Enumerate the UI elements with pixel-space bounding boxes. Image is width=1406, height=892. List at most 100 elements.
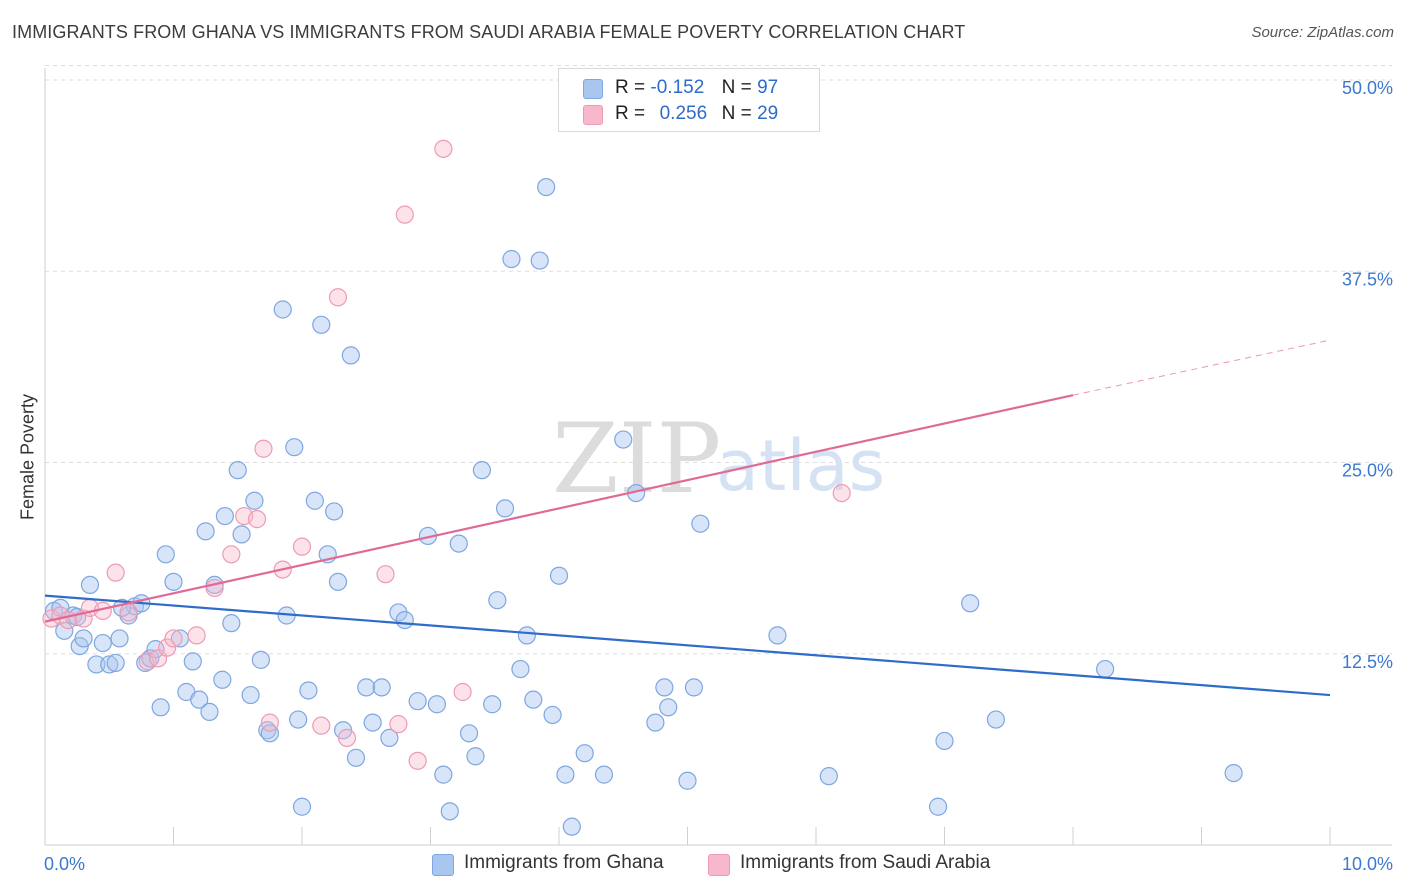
legend-n-label: N =	[721, 77, 752, 98]
saudi-point	[434, 139, 453, 158]
ghana-point	[495, 499, 515, 518]
legend-r-value: -0.152	[650, 77, 705, 98]
ghana-point	[93, 633, 112, 653]
saudi-point	[138, 652, 157, 671]
legend-text-ghana: R = -0.152 N = 97	[615, 77, 778, 99]
saudi-point	[328, 288, 348, 307]
ghana-point	[357, 678, 376, 697]
ghana-point	[363, 713, 382, 732]
ghana-point	[74, 629, 93, 648]
ghana-point	[961, 594, 980, 613]
ghana-point	[292, 797, 312, 816]
ghana-point	[372, 678, 391, 697]
ghana-point	[260, 724, 279, 743]
saudi-trend-extension	[1072, 339, 1331, 396]
ghana-point	[691, 514, 710, 533]
ghana-point	[213, 670, 232, 689]
watermark-zip: ZIP	[552, 403, 721, 515]
x-tick-label: 0.0%	[44, 854, 85, 874]
ghana-trend-line	[44, 594, 1331, 697]
ghana-point	[556, 765, 575, 784]
ghana-point	[768, 626, 787, 645]
saudi-point	[292, 537, 312, 556]
saudi-point	[337, 728, 357, 748]
ghana-point	[312, 315, 331, 334]
ghana-point	[440, 802, 459, 821]
ghana-point	[328, 572, 348, 591]
grid-layer	[45, 64, 1392, 655]
ghana-point	[87, 655, 106, 674]
y-tick-label: 12.5%	[1342, 652, 1393, 672]
legend-r-value: 0.256	[659, 103, 708, 124]
ghana-point	[466, 747, 485, 766]
ghana-point	[511, 659, 530, 679]
saudi-trend-line	[44, 394, 1074, 623]
saudi-point	[389, 715, 408, 734]
legend-text-saudi: R = 0.256 N = 29	[615, 103, 778, 125]
ghana-point	[472, 461, 491, 480]
ghana-point	[346, 748, 366, 767]
chart-title: IMMIGRANTS FROM GHANA VS IMMIGRANTS FROM…	[12, 22, 966, 42]
ghana-point	[659, 698, 678, 717]
ghana-point	[524, 690, 543, 709]
ghana-point	[502, 249, 521, 269]
legend-r-label: R =	[615, 77, 646, 98]
points-layer	[42, 139, 1243, 836]
saudi-point	[254, 439, 273, 458]
ghana-point	[684, 678, 704, 697]
ghana-point	[928, 797, 948, 816]
saudi-point	[164, 629, 183, 648]
ghana-point	[434, 765, 453, 784]
ghana-point	[164, 572, 183, 591]
ghana-point	[549, 566, 569, 585]
y-tick-label: 50.0%	[1342, 78, 1393, 98]
saudi-point	[106, 563, 125, 582]
bottom-label-ghana: Immigrants from Ghana	[464, 852, 664, 873]
ghana-point	[575, 744, 594, 763]
ghana-point	[488, 591, 507, 610]
y-axis-label: Female Poverty	[17, 393, 38, 521]
ghana-point	[305, 491, 324, 510]
legend-n-label: N =	[721, 103, 752, 124]
ghana-point	[80, 575, 100, 595]
ghana-point	[251, 650, 270, 669]
ghana-point	[228, 461, 247, 480]
ghana-point	[935, 731, 954, 751]
legend-n-value: 97	[757, 77, 779, 98]
ghana-point	[678, 771, 697, 790]
ghana-point	[655, 678, 674, 697]
legend-n-value: 29	[757, 103, 779, 124]
ghana-point	[285, 438, 304, 457]
ghana-point	[232, 525, 251, 544]
legend-swatch-ghana	[583, 79, 603, 99]
ghana-point	[55, 621, 74, 640]
ghana-point	[156, 545, 175, 564]
ghana-point	[614, 430, 633, 449]
saudi-point	[187, 626, 206, 645]
saudi-point	[247, 510, 267, 529]
ghana-point	[190, 690, 209, 709]
saudi-point	[832, 484, 851, 503]
ghana-point	[537, 178, 556, 197]
ghana-point	[215, 506, 234, 526]
saudi-point	[395, 205, 414, 224]
ghana-point	[819, 767, 838, 786]
ghana-point	[517, 626, 536, 645]
bottom-swatch-ghana	[432, 854, 454, 876]
ghana-point	[427, 695, 447, 714]
legend-swatch-saudi	[583, 105, 603, 125]
ghana-point	[1096, 659, 1115, 679]
saudi-point	[222, 545, 241, 564]
ghana-point	[325, 502, 344, 521]
ghana-point	[100, 655, 119, 674]
ghana-point	[395, 610, 414, 630]
watermark: ZIP atlas	[552, 403, 885, 515]
ghana-point	[245, 491, 264, 510]
ghana-point	[222, 614, 241, 633]
legend-r-label: R =	[615, 103, 646, 124]
ghana-point	[646, 713, 665, 732]
correlation-legend: R = -0.152 N = 97 R = 0.256 N = 29	[558, 68, 820, 132]
ghana-point	[299, 681, 318, 700]
trend-layer	[44, 339, 1331, 697]
